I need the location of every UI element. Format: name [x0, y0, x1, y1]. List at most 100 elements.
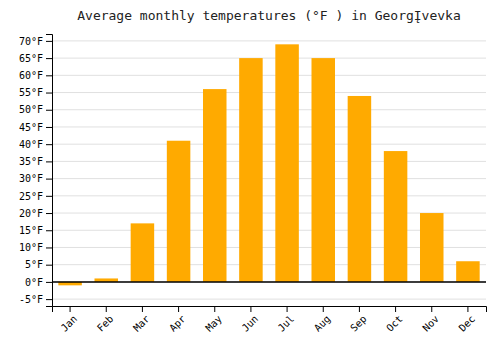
grid-line	[52, 195, 486, 196]
y-tick: 30°F	[19, 173, 52, 184]
y-tick-mark	[46, 265, 52, 266]
x-tick: Nov	[420, 306, 441, 334]
x-tick-label: Sep	[348, 313, 369, 334]
grid-line	[52, 178, 486, 179]
y-tick-mark	[46, 161, 52, 162]
x-axis-line	[53, 307, 487, 313]
y-tick-label: 15°F	[19, 225, 43, 236]
y-tick: 55°F	[19, 87, 52, 98]
grid-line	[52, 92, 486, 93]
y-tick-label: 50°F	[19, 104, 43, 115]
y-tick: 40°F	[19, 139, 52, 150]
y-tick-mark	[46, 282, 52, 283]
y-tick-label: 40°F	[19, 139, 43, 150]
y-tick-label: 5°F	[25, 259, 43, 270]
x-tick-mark	[142, 306, 143, 312]
grid-line	[52, 75, 486, 76]
x-tick-mark	[106, 306, 107, 312]
y-tick: 20°F	[19, 208, 52, 219]
x-tick: Jul	[276, 306, 297, 334]
x-tick: Jan	[59, 306, 80, 334]
y-tick: -5°F	[19, 294, 52, 305]
y-tick-mark	[46, 110, 52, 111]
y-tick: 50°F	[19, 104, 52, 115]
grid-line	[52, 109, 486, 110]
bar	[384, 151, 408, 282]
y-tick: 25°F	[19, 191, 52, 202]
x-tick-mark	[70, 306, 71, 312]
grid-line	[52, 40, 486, 41]
y-tick-mark	[46, 41, 52, 42]
x-tick-label: Feb	[95, 313, 116, 334]
x-tick: Jun	[240, 306, 261, 334]
x-tick-mark	[323, 306, 324, 312]
x-tick: Apr	[167, 306, 188, 334]
x-tick-label: Dec	[457, 313, 478, 334]
y-tick-label: -5°F	[19, 294, 43, 305]
chart: 0°F 5°F 10°F 15°F 20°F 25°F 30°F 35°F 40°F 45°F 50…	[0, 0, 500, 350]
y-tick-label: 60°F	[19, 70, 43, 81]
y-tick-label: 25°F	[19, 191, 43, 202]
x-tick-mark	[359, 306, 360, 312]
bars	[58, 44, 479, 285]
x-tick-label: Jun	[240, 313, 261, 334]
x-tick: Mar	[131, 306, 152, 334]
grid-line	[52, 281, 486, 282]
y-tick-mark	[46, 179, 52, 180]
x-tick: Oct	[384, 306, 405, 334]
y-tick-label: 35°F	[19, 156, 43, 167]
y-tick: 15°F	[19, 225, 52, 236]
bar	[239, 58, 263, 282]
x-tick: Dec	[457, 306, 478, 334]
y-tick-mark	[46, 213, 52, 214]
y-tick-label: 70°F	[19, 36, 43, 47]
y-tick-mark	[46, 93, 52, 94]
y-tick-label: 55°F	[19, 87, 43, 98]
y-tick: 65°F	[19, 53, 52, 64]
y-tick: 10°F	[19, 242, 52, 253]
x-tick-mark	[178, 306, 179, 312]
bar	[456, 261, 480, 282]
y-tick: 70°F	[19, 36, 52, 47]
grid-line	[52, 126, 486, 127]
y-tick-label: 20°F	[19, 208, 43, 219]
bar	[275, 44, 299, 282]
y-tick-mark	[46, 230, 52, 231]
bar	[348, 96, 372, 282]
grid-line	[52, 161, 486, 162]
x-tick: Sep	[348, 306, 369, 334]
x-tick-label: Nov	[420, 313, 441, 334]
bar	[203, 89, 227, 282]
x-tick-label: Mar	[131, 313, 152, 334]
plot: 0°F 5°F 10°F 15°F 20°F 25°F 30°F 35°F 40°F 45°F 50…	[19, 35, 487, 334]
bar	[167, 141, 191, 282]
x-axis: Jan Feb Mar Apr May Jun Jul Aug Sep Oct Nov Dec	[53, 306, 487, 334]
y-tick-mark	[46, 144, 52, 145]
y-tick-mark	[46, 127, 52, 128]
grid-line	[52, 144, 486, 145]
bar	[131, 223, 155, 282]
y-tick-label: 30°F	[19, 173, 43, 184]
title: Average monthly temperatures (°F ) in Ge…	[77, 8, 461, 23]
y-tick: 45°F	[19, 122, 52, 133]
y-tick: 0°F	[25, 277, 52, 288]
y-tick-mark	[46, 58, 52, 59]
y-tick-label: 10°F	[19, 242, 43, 253]
x-tick-label: Oct	[384, 313, 405, 334]
x-tick-mark	[395, 306, 396, 312]
y-tick-mark	[46, 75, 52, 76]
y-tick: 60°F	[19, 70, 52, 81]
x-tick-mark	[287, 306, 288, 312]
x-tick-mark	[250, 306, 251, 312]
x-tick: Feb	[95, 306, 116, 334]
x-tick-mark	[214, 306, 215, 312]
x-tick-mark	[431, 306, 432, 312]
y-tick-label: 65°F	[19, 53, 43, 64]
bar	[311, 58, 335, 282]
x-tick-mark	[467, 306, 468, 312]
x-tick-label: Aug	[312, 313, 333, 334]
x-tick-label: Jan	[59, 313, 80, 334]
grid-line	[52, 58, 486, 59]
x-tick-label: May	[203, 313, 224, 334]
y-axis-line	[46, 35, 53, 307]
